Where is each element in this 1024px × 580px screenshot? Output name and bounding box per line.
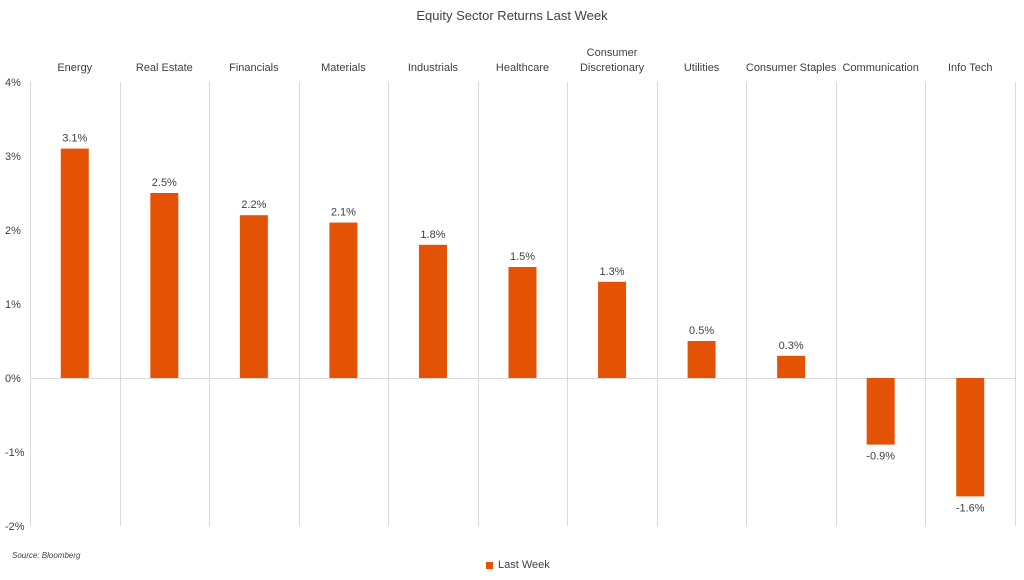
chart-title: Equity Sector Returns Last Week [416, 8, 608, 23]
bars [60, 148, 985, 497]
data-labels: 3.1% 2.5% 2.2% 2.1% 1.8% 1.5% 1.3% 0.5% 0.3% -0.9… [62, 133, 985, 515]
data-label: -0.9% [866, 451, 895, 463]
y-tick-label: 1% [5, 299, 21, 311]
data-label: -1.6% [956, 502, 985, 514]
y-axis-tick-labels: 4% 3% 2% 1% 0% -1% -2% [5, 77, 25, 533]
y-tick-label: 2% [5, 225, 21, 237]
source-note: Source: Bloomberg [12, 551, 81, 560]
category-label: Info Tech [948, 62, 992, 74]
y-tick-label: 3% [5, 151, 21, 163]
data-label: 2.1% [331, 207, 356, 219]
category-label: Healthcare [496, 62, 549, 74]
y-tick-label: 4% [5, 77, 21, 89]
data-label: 1.8% [420, 229, 445, 241]
bar [150, 193, 179, 378]
bar [687, 341, 716, 378]
category-label: Financials [229, 62, 279, 74]
data-label: 0.3% [779, 340, 804, 352]
data-label: 1.5% [510, 251, 535, 263]
bar [866, 378, 895, 445]
category-label: Materials [321, 62, 366, 74]
legend-label: Last Week [498, 559, 550, 571]
category-label: Consumer Staples [746, 62, 837, 74]
bar [329, 222, 358, 378]
data-label: 3.1% [62, 133, 87, 145]
bar [598, 281, 627, 378]
bar [956, 378, 985, 497]
y-tick-label: -2% [5, 521, 25, 533]
data-label: 0.5% [689, 325, 714, 337]
legend: Last Week [486, 559, 550, 571]
bar [418, 244, 447, 378]
data-label: 2.2% [241, 199, 266, 211]
data-label: 2.5% [152, 177, 177, 189]
category-labels: Energy Real Estate Financials Materials Indu… [57, 47, 992, 74]
category-label: Utilities [684, 62, 720, 74]
y-tick-label: 0% [5, 373, 21, 385]
bar [239, 215, 268, 378]
gridlines [30, 82, 1016, 526]
bar [508, 267, 537, 378]
bar [60, 148, 89, 378]
y-tick-label: -1% [5, 447, 25, 459]
data-label: 1.3% [600, 266, 625, 278]
category-label: Real Estate [136, 62, 193, 74]
legend-swatch [486, 561, 493, 569]
category-label: Communication [842, 62, 918, 74]
category-label: Consumer Discretionary [580, 47, 645, 74]
bar [777, 355, 806, 378]
category-label: Industrials [408, 62, 459, 74]
category-label: Energy [57, 62, 92, 74]
